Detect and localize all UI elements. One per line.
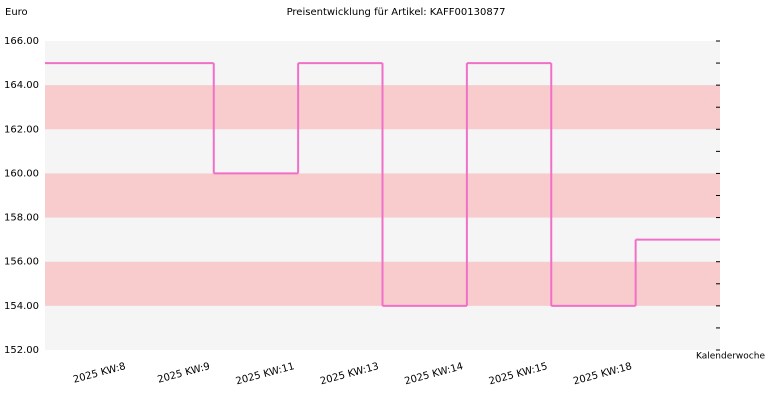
x-tick-label: 2025 KW:15 <box>488 361 549 387</box>
y-tick-label: 162.00 <box>4 124 39 135</box>
y-tick-label: 158.00 <box>4 213 39 224</box>
y-tick-label: 166.00 <box>4 36 39 47</box>
y-tick-label: 152.00 <box>4 345 39 356</box>
y-tick-label: 164.00 <box>4 80 39 91</box>
chart-title: Preisentwicklung für Artikel: KAFF001308… <box>287 7 506 18</box>
x-tick-label: 2025 KW:9 <box>156 361 211 386</box>
y-axis-label: Euro <box>5 7 28 18</box>
x-tick-label: 2025 KW:18 <box>572 361 633 387</box>
y-tick-label: 154.00 <box>4 301 39 312</box>
x-tick-label: 2025 KW:13 <box>319 361 380 387</box>
x-tick-label: 2025 KW:11 <box>235 361 296 387</box>
x-axis-label: Kalenderwoche <box>696 352 765 362</box>
x-tick-label: 2025 KW:8 <box>72 361 127 386</box>
y-tick-label: 156.00 <box>4 257 39 268</box>
x-tick-label: 2025 KW:14 <box>403 361 464 387</box>
y-tick-label: 160.00 <box>4 168 39 179</box>
